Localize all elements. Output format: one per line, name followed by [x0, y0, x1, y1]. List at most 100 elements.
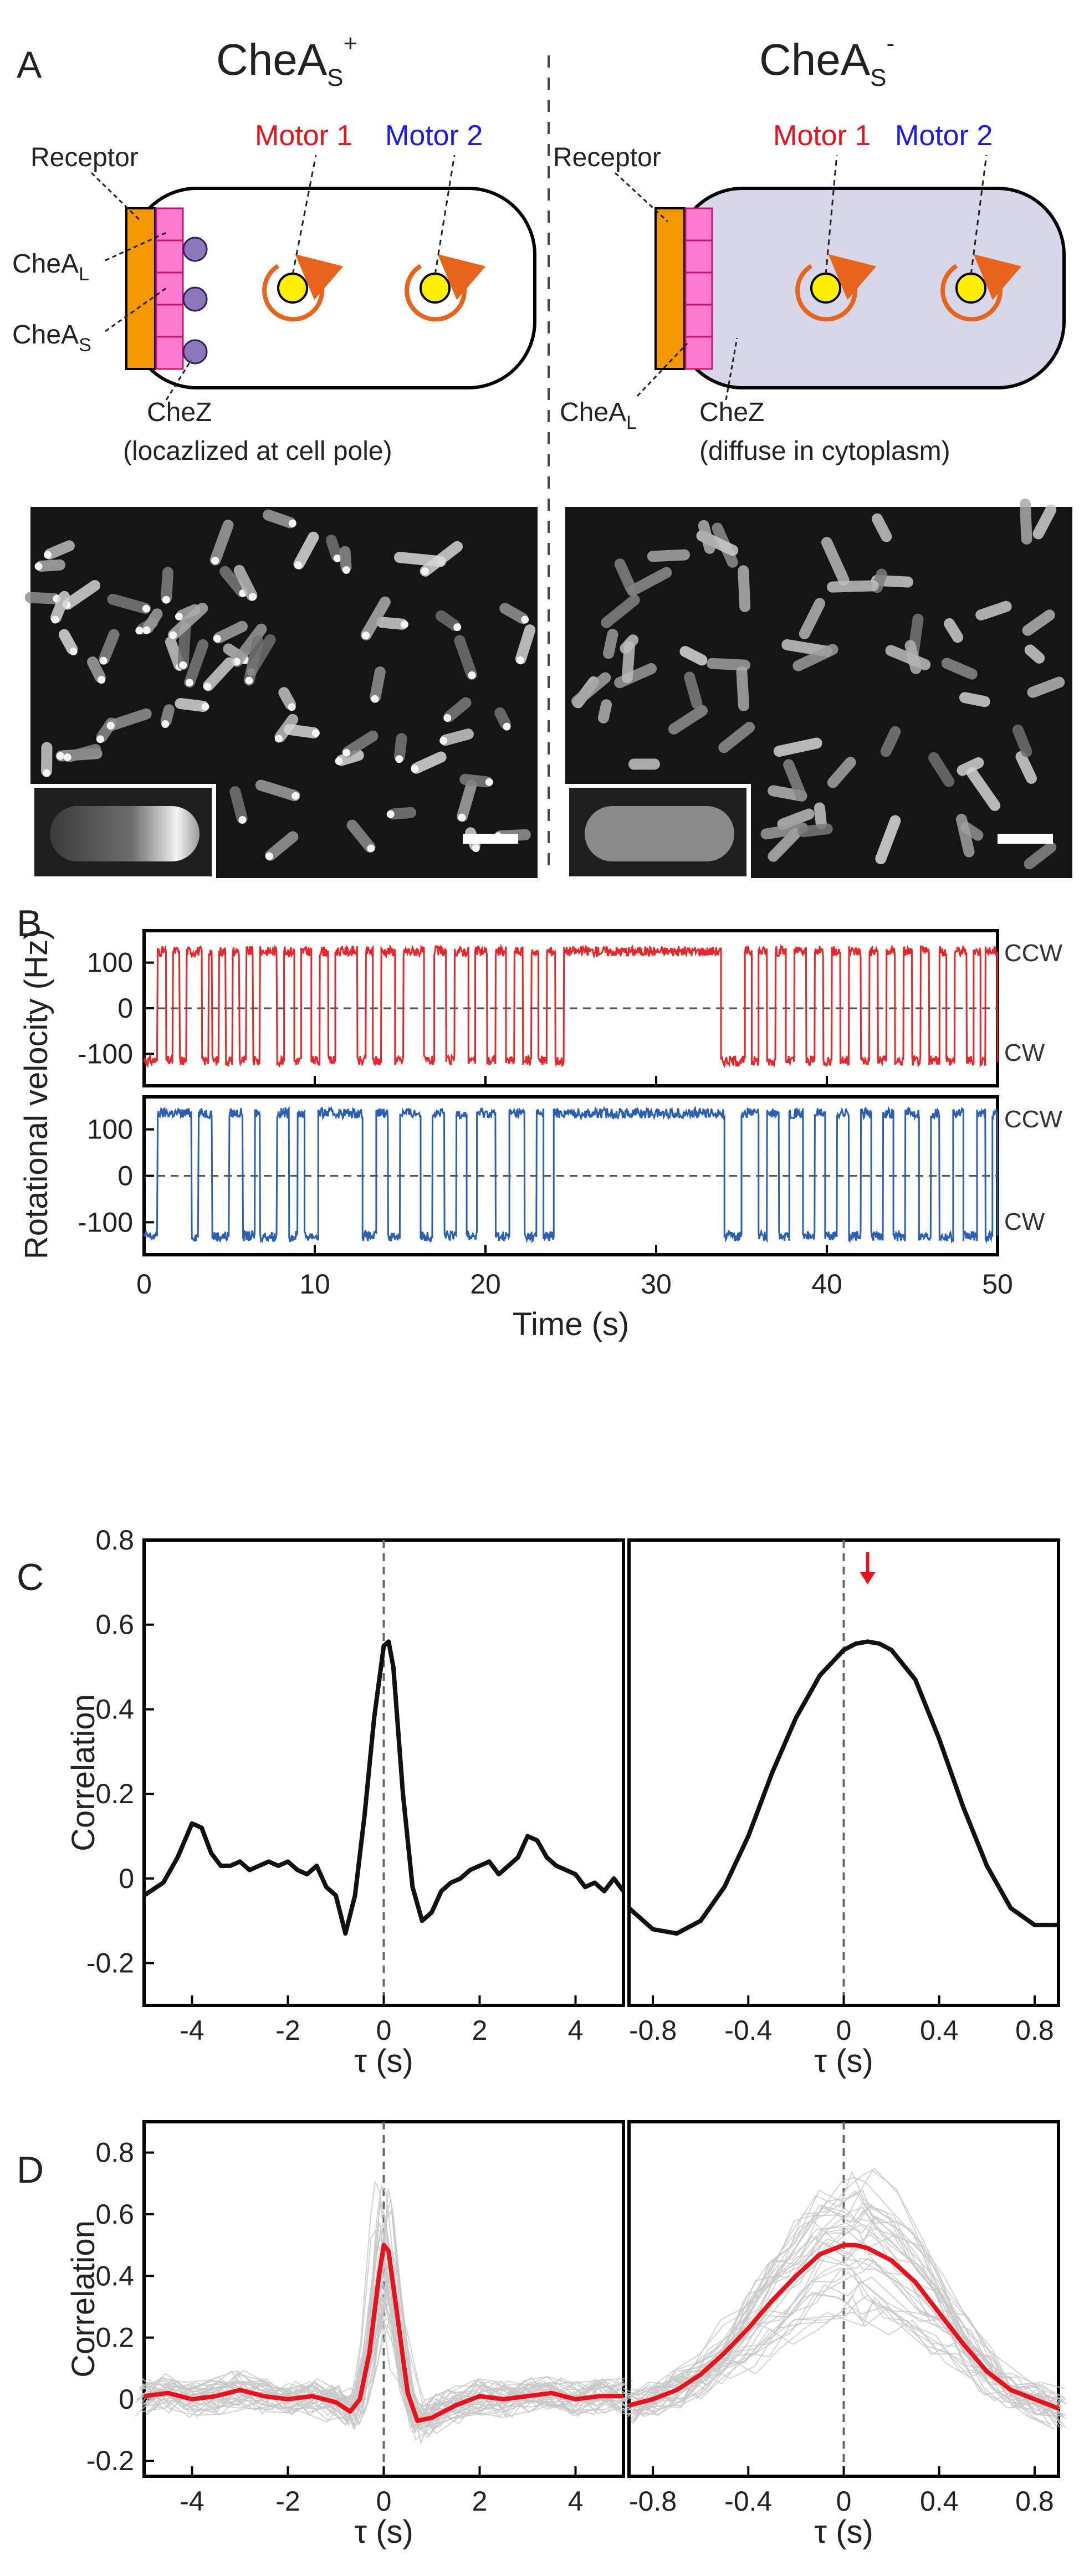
ccw-label: CCW [1004, 1106, 1063, 1133]
ccw-label: CCW [1004, 940, 1063, 967]
bacterium [957, 757, 984, 776]
polar-spot [458, 813, 466, 822]
polar-spot [213, 634, 221, 643]
cheas-minus-cell-diagram: Motor 1 Motor 2 Receptor CheAL CheZ (dif… [553, 120, 1066, 466]
x-tick-label: 4 [568, 2015, 584, 2046]
polar-spot [179, 661, 187, 669]
receptor-block [125, 207, 156, 370]
x-tick-label: 50 [982, 1269, 1013, 1300]
left-motor-1 [262, 155, 344, 322]
sample-curve [139, 2255, 619, 2429]
polar-spot [161, 720, 170, 728]
x-tick-label: -4 [180, 2486, 204, 2517]
polar-spot [342, 566, 350, 574]
bacterium [231, 623, 267, 667]
polar-spot [265, 852, 273, 860]
polar-spot [443, 714, 452, 722]
polar-spot [106, 721, 115, 730]
polar-spot [238, 815, 247, 824]
bacterium [627, 567, 672, 597]
polar-spot [311, 729, 320, 737]
x-tick-label: 2 [472, 2486, 488, 2517]
chez-circles [182, 237, 208, 365]
right-chez-note: (diffuse in cytoplasm) [699, 437, 950, 466]
bacterium [647, 549, 690, 562]
polar-spot [34, 562, 43, 571]
right-chez-label: CheZ [699, 398, 764, 427]
bacterium [1020, 498, 1032, 545]
polar-spot [44, 551, 52, 559]
receptor-block [654, 207, 686, 370]
bacterium [213, 620, 248, 644]
chea-boxes [684, 207, 713, 370]
polar-spot [439, 737, 448, 745]
y-tick-label: 0 [119, 1863, 134, 1894]
x-tick-label: 10 [299, 1269, 330, 1300]
y-tick-label: 0.6 [95, 1609, 134, 1640]
y-tick-label: 0.6 [95, 2199, 134, 2230]
bacterium [1032, 504, 1057, 540]
bacterium [255, 779, 300, 802]
bacterium [738, 565, 751, 612]
polar-spot [185, 679, 193, 687]
sample-curve [625, 2269, 1055, 2409]
sample-curve [147, 2207, 628, 2428]
left-motor-2 [405, 155, 486, 322]
x-tick-label: 0 [836, 2015, 852, 2046]
bacterium [454, 635, 478, 680]
cw-label: CW [1004, 1208, 1045, 1235]
bacterium [768, 828, 801, 862]
bacterium [209, 519, 234, 566]
polar-spot [57, 752, 65, 760]
y-tick-label: 0.2 [95, 2322, 134, 2353]
x-tick-label: -4 [180, 2015, 204, 2046]
cw-label: CW [1004, 1039, 1045, 1066]
bacterium [684, 671, 703, 709]
polar-spot [43, 769, 51, 777]
bacterium [50, 591, 70, 623]
scale-bar [998, 834, 1053, 844]
bacterium [339, 546, 352, 573]
bacterium [1027, 676, 1065, 698]
right-chea-l-label: CheAL [560, 398, 637, 433]
bacterium [797, 823, 833, 838]
polar-spot [175, 612, 183, 620]
left-receptor-label: Receptor [30, 143, 139, 172]
sample-curve [633, 2219, 1064, 2410]
trace-1 [143, 943, 999, 1069]
bacterium [41, 742, 53, 777]
bacterium [783, 759, 807, 802]
bacterium [262, 509, 296, 528]
bacterium [603, 629, 618, 659]
y-axis-label: Correlation [65, 1694, 101, 1851]
polar-spot [169, 631, 177, 639]
bacterium [284, 723, 320, 738]
bacterium [175, 697, 209, 712]
x-tick-label: 30 [641, 1269, 672, 1300]
polar-spot [98, 676, 106, 684]
x-tick-label: -2 [275, 2015, 300, 2046]
bacterium [63, 744, 101, 763]
correlation-chart-zoom: -0.8 -0.4 0 0.4 0.8 τ (s) [627, 1538, 1060, 2079]
polar-spot [274, 735, 283, 743]
bacterium [420, 541, 463, 577]
bacterium [346, 819, 376, 853]
polar-spot [371, 695, 379, 703]
left-chea-l-label: CheAL [12, 249, 89, 285]
polar-spot [503, 722, 511, 731]
scale-bar [463, 834, 518, 844]
bacterium [614, 558, 636, 593]
polar-spot [468, 671, 476, 679]
right-receptor-label: Receptor [553, 143, 661, 172]
x-tick-label: 0 [136, 1269, 152, 1300]
polar-spot [245, 676, 253, 685]
bacterium [571, 672, 611, 707]
right-motor-1-label: Motor 1 [773, 120, 871, 152]
polar-spot [342, 748, 351, 757]
population-correlation-chart-zoom: -0.8 -0.4 0 0.4 0.8 τ (s) [620, 2120, 1067, 2550]
x-axis-label: Time (s) [513, 1306, 629, 1342]
polar-spot [162, 596, 170, 604]
y-tick-label: 0.4 [95, 2260, 134, 2291]
inset-cell [50, 806, 200, 861]
y-tick-label: 0 [119, 2384, 134, 2415]
